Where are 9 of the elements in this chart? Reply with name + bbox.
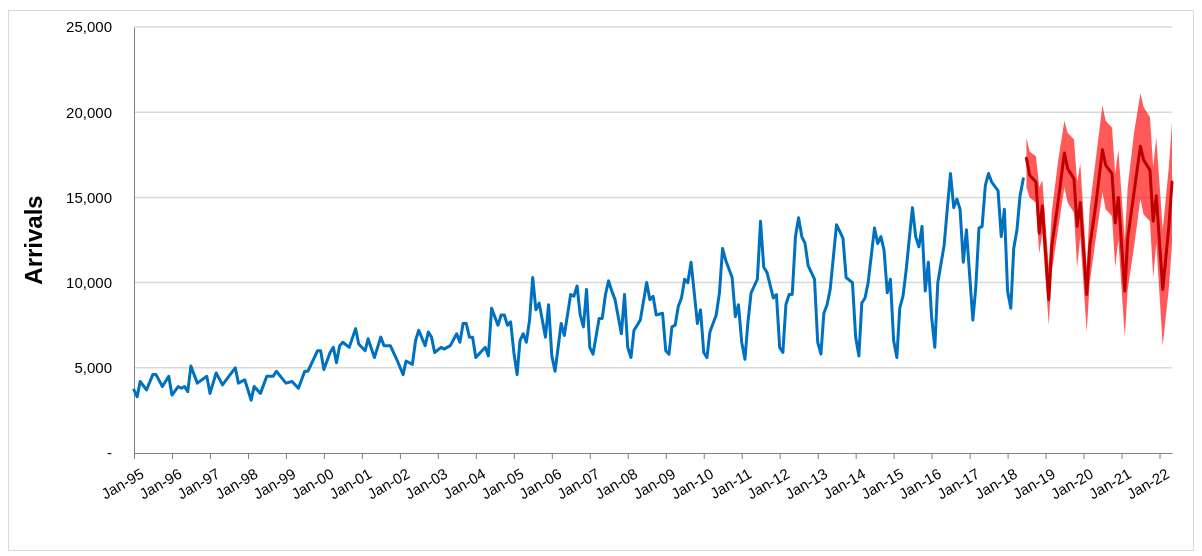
y-tick-label: 20,000 [66,103,112,121]
y-tick-label: 15,000 [66,188,112,206]
y-tick-label: 10,000 [66,273,112,291]
y-tick-label: 5,000 [74,359,112,377]
line-series [132,172,1025,402]
y-axis-title: Arrivals [20,195,47,285]
y-tick-label: - [107,444,112,462]
y-tick-label: 25,000 [66,18,112,36]
line-series [1024,144,1174,302]
